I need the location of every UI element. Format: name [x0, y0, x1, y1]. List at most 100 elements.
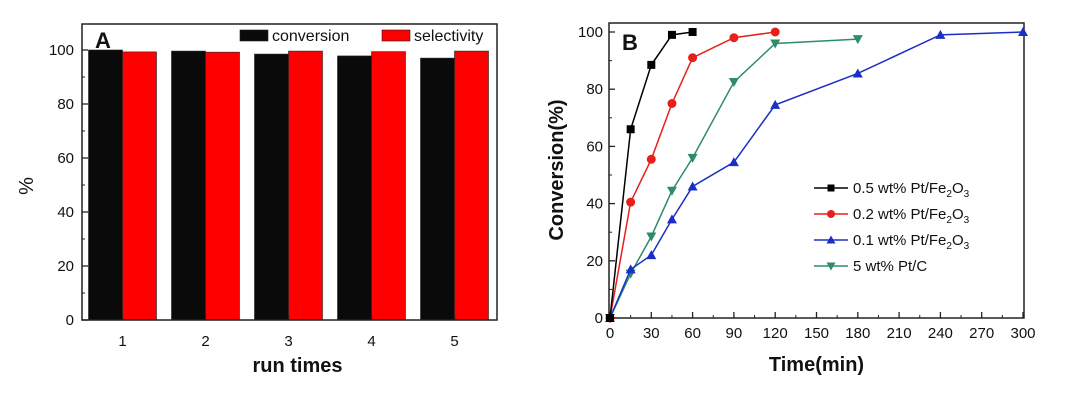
data-point: [688, 53, 698, 63]
series-line: [609, 31, 776, 319]
x-tick-label: 1: [118, 333, 126, 350]
x-tick-label: 30: [643, 325, 660, 342]
legend-marker: [826, 235, 836, 244]
y-tick-label: 80: [57, 96, 74, 113]
legend-label-1: 0.2 wt% Pt/Fe2O3: [853, 206, 970, 226]
legend-marker: [827, 184, 835, 192]
legend-label-conversion: conversion: [272, 28, 349, 45]
data-point: [688, 28, 697, 36]
x-tick-label: 270: [969, 325, 994, 342]
panel-label-b: B: [622, 30, 638, 55]
series-0.5 wt% Pt/Fe2O3: [606, 28, 697, 322]
series-line: [609, 31, 693, 319]
data-point: [729, 33, 739, 43]
x-tick-label: 300: [1010, 325, 1035, 342]
legend-marker: [827, 210, 835, 218]
data-point: [646, 154, 656, 164]
x-tick-label: 180: [845, 325, 870, 342]
series-0.2 wt% Pt/Fe2O3: [605, 27, 780, 323]
legend-label-part: 2: [946, 241, 952, 252]
x-tick-label: 4: [367, 333, 375, 350]
legend-label-part: 3: [964, 215, 970, 226]
y-tick-label: 40: [57, 204, 74, 221]
y-tick-label: 80: [586, 81, 603, 98]
data-point: [626, 125, 635, 134]
data-point: [646, 250, 657, 260]
y-tick-label: 0: [66, 312, 74, 329]
bar-selectivity-3: [288, 50, 323, 321]
x-tick-label: 3: [284, 333, 292, 350]
legend-swatch-selectivity: [381, 29, 411, 42]
legend-marker: [826, 262, 836, 271]
x-tick-label: 120: [763, 325, 788, 342]
legend-label-part: 0.5 wt% Pt/Fe: [853, 180, 946, 197]
y-tick-label: 100: [49, 42, 74, 59]
x-tick-label: 150: [804, 325, 829, 342]
bar-conversion-2: [171, 50, 206, 321]
legend-label-part: O: [952, 232, 964, 249]
data-point: [666, 214, 677, 224]
bar-conversion-3: [254, 53, 289, 321]
data-point: [667, 99, 677, 108]
series-5 wt% Pt/C: [605, 35, 863, 323]
legend-label-selectivity: selectivity: [414, 28, 483, 45]
legend-label-part: O: [952, 206, 964, 223]
data-point: [770, 27, 780, 37]
legend-label-part: 3: [964, 189, 970, 200]
data-point: [667, 30, 676, 39]
data-point: [606, 314, 614, 322]
data-point: [770, 39, 781, 49]
legend-label-0: 0.5 wt% Pt/Fe2O3: [853, 180, 970, 200]
x-axis-title: Time(min): [769, 354, 864, 376]
bar-conversion-1: [88, 49, 123, 321]
chart-b: 0 30 60 90 120 150 180 210 240 270 300 0 20 40 60 80 100…: [546, 22, 1036, 376]
y-tick-label: 60: [586, 138, 603, 155]
data-point: [852, 35, 863, 45]
data-point: [852, 68, 863, 78]
x-axis-title: run times: [252, 355, 342, 377]
data-point: [935, 29, 946, 39]
legend-label-2: 0.1 wt% Pt/Fe2O3: [853, 232, 970, 252]
data-point: [770, 99, 781, 109]
y-tick-label: 20: [57, 258, 74, 275]
data-point: [728, 157, 739, 167]
plot-frame: [81, 23, 498, 321]
bar-selectivity-2: [205, 51, 240, 321]
legend-label-3: 5 wt% Pt/C: [853, 258, 927, 275]
legend-label-part: O: [952, 180, 964, 197]
x-tick-label: 210: [887, 325, 912, 342]
x-tick-label: 60: [684, 325, 701, 342]
bar-conversion-5: [420, 57, 455, 321]
series-0.1 wt% Pt/Fe2O3: [605, 27, 1028, 322]
y-tick-label: 100: [578, 24, 603, 41]
x-tick-label: 2: [201, 333, 209, 350]
y-tick-label: 40: [586, 196, 603, 213]
data-point: [625, 264, 636, 274]
x-tick-label: 90: [726, 325, 743, 342]
data-point: [687, 153, 698, 163]
legend-swatch-conversion: [239, 29, 269, 42]
y-tick-label: 20: [586, 253, 603, 270]
x-tick-label: 5: [450, 333, 458, 350]
y-tick-label: 60: [57, 150, 74, 167]
bar-selectivity-4: [371, 51, 406, 321]
plot-frame: [608, 22, 1025, 319]
x-tick-label: 0: [606, 325, 614, 342]
bar-conversion-4: [337, 55, 372, 321]
chart-a: 1 2 3 4 5 0 20 40 60 80 100 run times% A conversion se…: [16, 23, 498, 377]
legend-label-part: 2: [946, 215, 952, 226]
data-point: [626, 197, 636, 207]
legend-label-part: 5 wt% Pt/C: [853, 258, 927, 275]
bar-selectivity-1: [122, 51, 157, 321]
data-point: [666, 186, 677, 196]
y-axis-title: %: [16, 177, 38, 195]
series-line: [609, 31, 1024, 319]
data-point: [1018, 27, 1028, 36]
data-point: [687, 181, 698, 191]
data-point: [647, 60, 656, 69]
legend-label-part: 0.2 wt% Pt/Fe: [853, 206, 946, 223]
y-axis-title: Conversion(%): [546, 99, 568, 240]
data-point: [728, 78, 739, 88]
